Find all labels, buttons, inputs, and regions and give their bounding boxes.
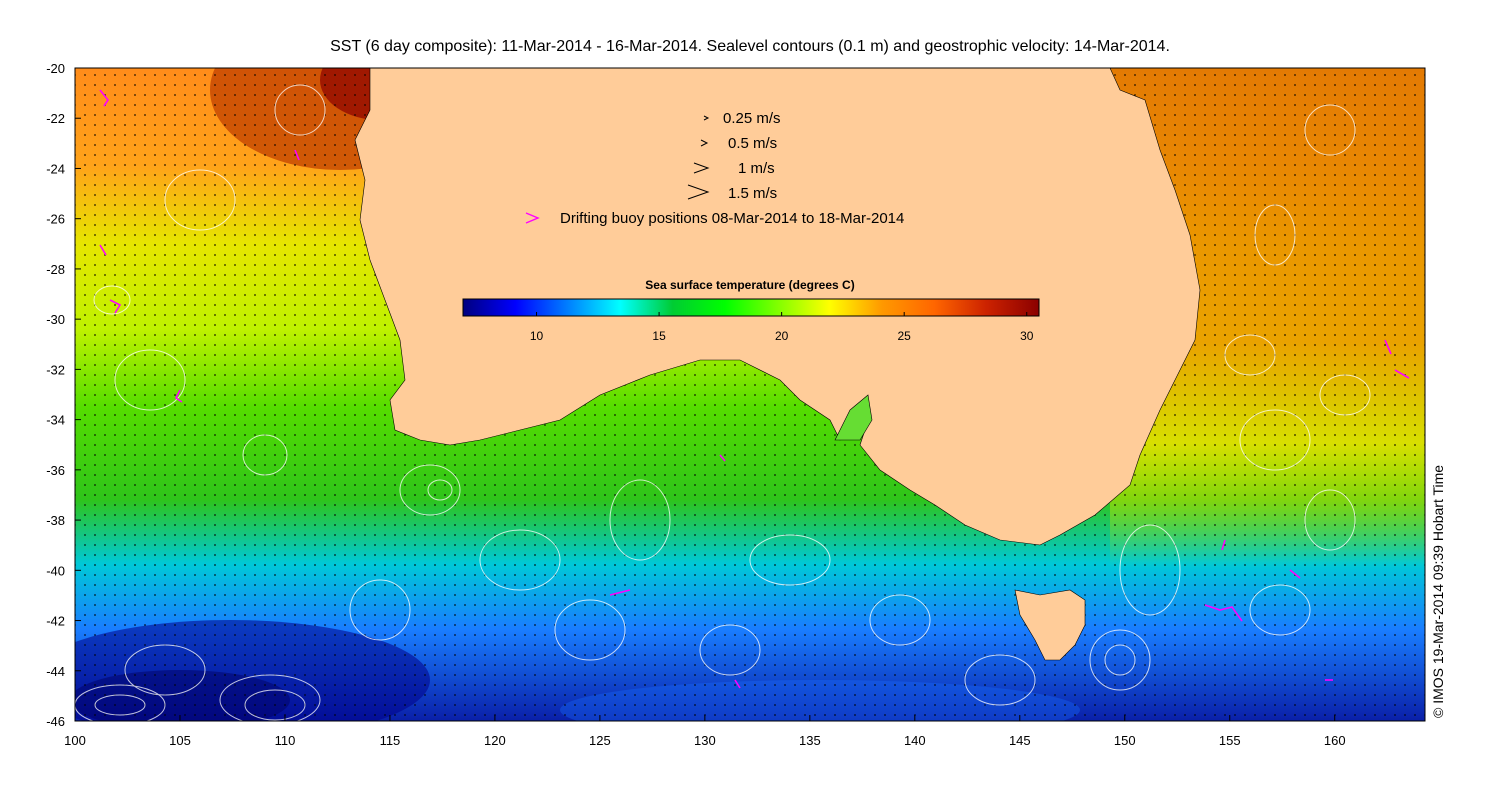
drifting-buoy-tracks <box>99 89 1410 689</box>
colorbar-tick-label-1: 15 <box>652 329 666 343</box>
map-frame <box>74 67 1426 722</box>
lat-tick-label-2: -24 <box>46 161 65 176</box>
colorbar-bar <box>462 298 1040 317</box>
legend-arrow-15 <box>687 184 710 200</box>
legend-item-025: 0.25 m/s <box>703 110 781 127</box>
lon-tick-label-3: 115 <box>380 733 401 748</box>
legend-buoy-marker <box>525 212 540 224</box>
colorbar-tick-label-2: 20 <box>775 329 789 343</box>
colorbar-tick-label-0: 10 <box>530 329 544 343</box>
map-title: SST (6 day composite): 11-Mar-2014 - 16-… <box>330 38 1170 55</box>
legend-arrow-1 <box>693 162 710 174</box>
lat-tick-label-10: -40 <box>46 563 65 578</box>
legend-buoy-label: Drifting buoy positions 08-Mar-2014 to 1… <box>560 210 904 227</box>
lat-tick-label-11: -42 <box>46 614 65 629</box>
sealevel-contours <box>75 84 1371 721</box>
legend-label-1: 1 m/s <box>738 160 775 177</box>
lat-tick-label-5: -30 <box>46 312 65 327</box>
legend-item-05: 0.5 m/s <box>700 135 777 152</box>
legend-arrow-025 <box>703 115 710 121</box>
legend-item-1: 1 m/s <box>693 160 775 177</box>
legend-arrow-05 <box>700 139 709 147</box>
colorbar-tick-label-3: 25 <box>898 329 912 343</box>
lon-tick-label-6: 130 <box>694 733 716 748</box>
lon-tick-label-1: 105 <box>169 733 191 748</box>
lon-tick-label-7: 135 <box>799 733 821 748</box>
sst-colorbar: Sea surface temperature (degrees C) 10 15… <box>462 278 1040 343</box>
colorbar-title: Sea surface temperature (degrees C) <box>645 278 854 292</box>
legend-item-buoy: Drifting buoy positions 08-Mar-2014 to 1… <box>525 210 904 227</box>
latitude-axis: -20 -22 -24 -26 -28 -30 -32 -34 -36 -38 -40 -42 -44 -… <box>46 61 81 729</box>
lat-tick-label-3: -26 <box>46 212 65 227</box>
lat-tick-label-1: -22 <box>46 111 65 126</box>
lat-tick-label-12: -44 <box>46 664 65 679</box>
lon-tick-label-8: 140 <box>904 733 926 748</box>
tasmania <box>1014 589 1086 661</box>
legend-label-05: 0.5 m/s <box>728 135 777 152</box>
copyright-credit: © IMOS 19-Mar-2014 09:39 Hobart Time <box>1430 464 1446 718</box>
longitude-axis: 100 105 110 115 120 125 130 135 140 145 150 155 160 <box>64 715 1346 748</box>
lat-tick-label-13: -46 <box>46 714 65 729</box>
lat-tick-label-0: -20 <box>46 61 65 76</box>
legend-label-15: 1.5 m/s <box>728 185 777 202</box>
lon-tick-label-2: 110 <box>275 733 296 748</box>
lat-tick-label-7: -34 <box>46 413 65 428</box>
lat-tick-label-8: -36 <box>46 463 65 478</box>
lat-tick-label-4: -28 <box>46 262 65 277</box>
legend-label-025: 0.25 m/s <box>723 110 781 127</box>
lon-tick-label-5: 125 <box>589 733 611 748</box>
lon-tick-label-10: 150 <box>1114 733 1136 748</box>
lon-tick-label-0: 100 <box>64 733 86 748</box>
spencer-gulf <box>834 394 873 441</box>
colorbar-ticks: 10 15 20 25 30 <box>530 312 1034 343</box>
lat-tick-label-9: -38 <box>46 513 65 528</box>
colorbar-tick-label-4: 30 <box>1020 329 1034 343</box>
lon-tick-label-12: 160 <box>1324 733 1346 748</box>
velocity-legend: 0.25 m/s 0.5 m/s 1 m/s 1.5 m/s Drifting … <box>525 110 904 227</box>
lon-tick-label-4: 120 <box>484 733 506 748</box>
legend-item-15: 1.5 m/s <box>687 184 777 202</box>
lat-tick-label-6: -32 <box>46 362 65 377</box>
lon-tick-label-9: 145 <box>1009 733 1031 748</box>
lon-tick-label-11: 155 <box>1219 733 1241 748</box>
